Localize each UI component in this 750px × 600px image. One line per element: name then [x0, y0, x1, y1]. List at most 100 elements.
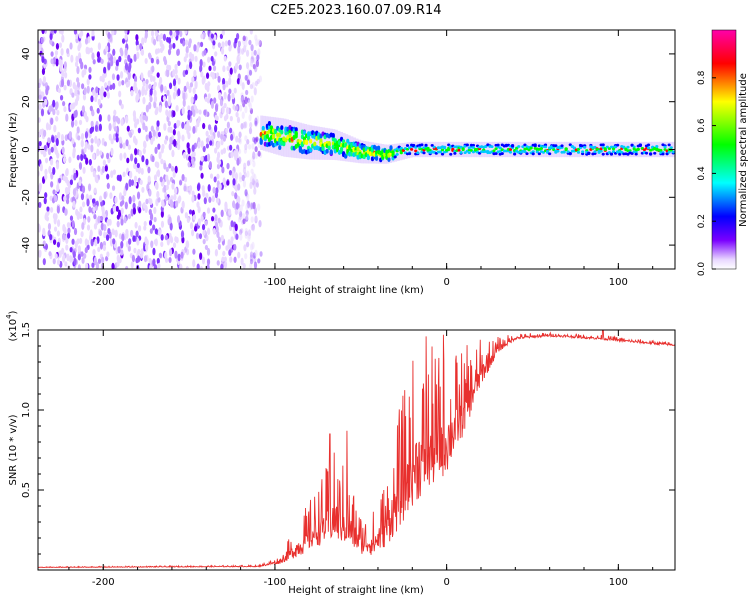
- noise-cell: [196, 183, 201, 192]
- noise-cell: [95, 262, 100, 269]
- noise-cell: [137, 167, 141, 174]
- noise-cell: [90, 165, 94, 173]
- noise-cell: [216, 260, 220, 266]
- noise-cell: [134, 138, 138, 146]
- noise-cell: [173, 31, 177, 38]
- signal-cell: [399, 146, 403, 150]
- noise-cell: [129, 131, 133, 138]
- signal-cell: [339, 146, 344, 152]
- noise-cell: [121, 195, 125, 201]
- noise-cell: [107, 114, 111, 122]
- noise-cell: [84, 141, 88, 149]
- noise-cell: [53, 216, 57, 225]
- noise-cell: [52, 258, 56, 265]
- noise-cell: [87, 183, 92, 192]
- signal-cell: [659, 148, 663, 152]
- noise-cell: [238, 64, 242, 71]
- noise-cell: [244, 189, 248, 197]
- noise-cell: [208, 196, 212, 203]
- noise-cell: [133, 181, 137, 187]
- noise-cell: [228, 46, 232, 52]
- noise-cell: [82, 93, 87, 101]
- noise-cell: [125, 115, 129, 124]
- noise-cell: [40, 36, 44, 44]
- colorbar: 0.0 0.2 0.4 0.6 0.8 Normalized spectral ampl…: [697, 29, 749, 276]
- noise-cell: [84, 38, 89, 45]
- noise-cell: [120, 118, 124, 126]
- signal-cell: [653, 151, 657, 155]
- signal-cell: [440, 152, 445, 156]
- noise-cell: [242, 218, 246, 225]
- noise-cell: [60, 30, 64, 35]
- noise-cell: [244, 74, 248, 81]
- noise-cell: [89, 127, 93, 134]
- noise-cell: [152, 247, 156, 256]
- noise-cell: [182, 92, 186, 101]
- noise-cell: [93, 187, 97, 194]
- signal-cell: [302, 130, 307, 136]
- noise-cell: [242, 35, 246, 42]
- signal-cell: [609, 152, 614, 156]
- signal-cell: [661, 152, 665, 156]
- noise-cell: [91, 110, 95, 117]
- signal-cell: [416, 151, 420, 155]
- noise-cell: [112, 229, 116, 236]
- noise-cell: [193, 225, 198, 232]
- noise-cell: [56, 241, 61, 248]
- signal-halo: [329, 128, 333, 160]
- noise-cell: [228, 88, 232, 95]
- noise-cell: [168, 82, 173, 90]
- noise-cell: [124, 47, 128, 56]
- signal-cell: [523, 150, 527, 154]
- noise-cell: [89, 105, 93, 112]
- noise-cell: [251, 143, 255, 150]
- signal-halo: [504, 141, 508, 158]
- noise-cell: [103, 224, 107, 232]
- noise-cell: [92, 59, 96, 65]
- noise-cell: [111, 185, 116, 191]
- signal-cell: [508, 148, 513, 151]
- noise-cell: [38, 82, 41, 89]
- noise-cell: [187, 161, 191, 168]
- noise-cell: [50, 58, 54, 65]
- noise-cell: [97, 57, 101, 63]
- noise-cell: [42, 230, 46, 237]
- noise-cell: [181, 173, 185, 182]
- noise-cell: [69, 215, 74, 221]
- noise-cell: [160, 234, 164, 241]
- noise-cell: [144, 30, 148, 39]
- signal-cell: [533, 143, 537, 147]
- noise-cell: [235, 135, 239, 143]
- noise-cell: [55, 138, 59, 147]
- noise-cell: [96, 107, 100, 114]
- noise-cell: [249, 122, 253, 129]
- noise-cell: [72, 188, 77, 197]
- noise-cell: [205, 72, 210, 79]
- signal-cell: [370, 147, 375, 153]
- noise-cell: [226, 65, 230, 72]
- noise-cell: [173, 138, 177, 147]
- noise-cell: [145, 198, 149, 205]
- noise-cell: [70, 119, 75, 128]
- noise-cell: [176, 49, 180, 56]
- noise-cell: [126, 125, 130, 132]
- noise-cell: [74, 61, 79, 68]
- signal-cell: [298, 145, 302, 151]
- noise-cell: [237, 251, 241, 259]
- noise-cell: [157, 263, 161, 269]
- noise-cell: [135, 230, 139, 238]
- noise-cell: [191, 53, 195, 62]
- noise-cell: [197, 218, 201, 226]
- noise-cell: [213, 34, 217, 41]
- signal-cell: [523, 143, 527, 147]
- noise-cell: [75, 55, 79, 63]
- noise-cell: [191, 229, 195, 237]
- noise-cell: [53, 226, 58, 232]
- noise-cell: [105, 234, 110, 241]
- noise-cell: [50, 181, 54, 188]
- signal-cell: [618, 152, 622, 156]
- noise-cell: [222, 65, 226, 73]
- noise-cell: [116, 220, 120, 228]
- noise-cell: [235, 33, 240, 40]
- noise-cell: [77, 135, 81, 141]
